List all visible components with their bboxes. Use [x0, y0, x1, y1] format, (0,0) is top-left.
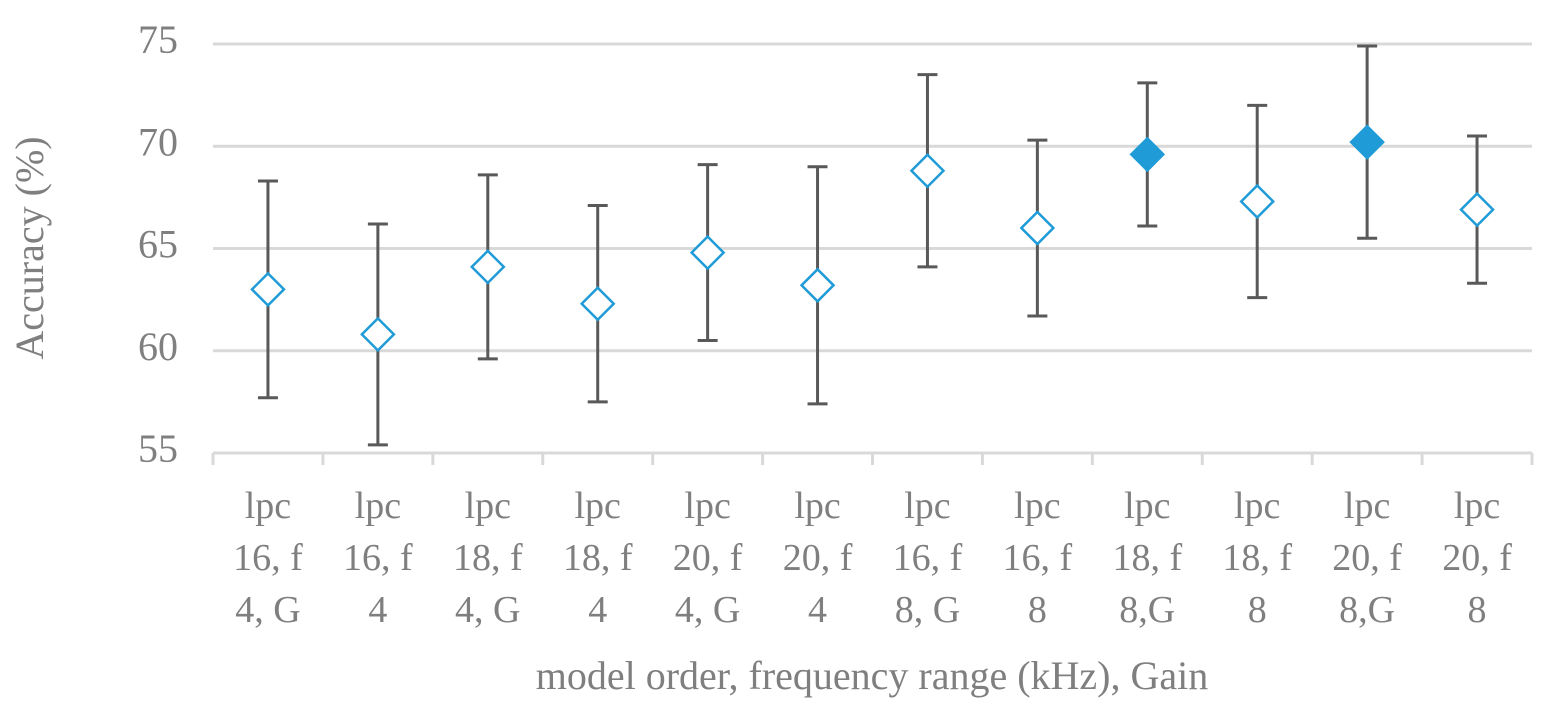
- x-tick-label: lpc 16, f 4, G: [233, 485, 303, 631]
- x-axis-title: model order, frequency range (kHz), Gain: [536, 653, 1209, 698]
- x-tick-label: lpc 20, f 8,G: [1332, 485, 1402, 631]
- marker: [360, 316, 396, 353]
- marker: [470, 249, 506, 285]
- y-axis-title: Accuracy (%): [7, 136, 52, 359]
- marker: [799, 267, 836, 304]
- marker: [250, 271, 286, 308]
- x-tick-label: lpc 18, f 4, G: [452, 485, 523, 631]
- marker: [1239, 183, 1275, 220]
- x-tick-label: lpc 16, f 8: [1002, 485, 1073, 631]
- marker: [689, 234, 726, 271]
- y-tick-label: 60: [138, 324, 178, 369]
- x-tick-label: lpc 18, f 8: [1222, 485, 1293, 631]
- marker: [1459, 191, 1495, 228]
- y-tick-label: 75: [138, 17, 178, 62]
- y-tick-label: 65: [138, 222, 178, 267]
- marker: [1129, 136, 1166, 173]
- x-tick-label: lpc 18, f 8,G: [1112, 485, 1183, 631]
- marker: [579, 285, 616, 322]
- x-tick-label: lpc 16, f 8, G: [892, 485, 963, 631]
- y-tick-label: 55: [138, 426, 178, 471]
- y-tick-label: 70: [138, 119, 178, 164]
- marker: [1019, 210, 1056, 246]
- x-tick-label: lpc 16, f 4: [343, 485, 413, 631]
- marker: [909, 153, 946, 189]
- x-tick-label: lpc 18, f 4: [562, 485, 633, 631]
- x-tick-label: lpc 20, f 4, G: [672, 485, 743, 631]
- x-tick-label: lpc 20, f 8: [1442, 485, 1512, 631]
- marker: [1349, 124, 1385, 160]
- x-tick-label: lpc 20, f 4: [782, 485, 853, 631]
